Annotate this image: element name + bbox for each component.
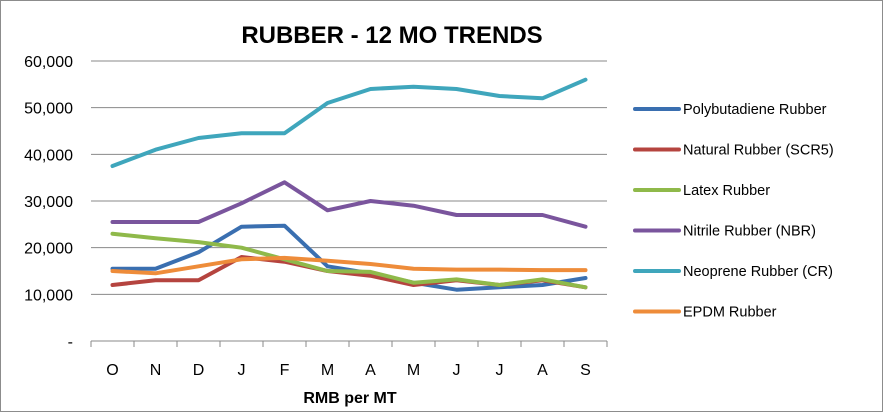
series-layer: [110, 77, 588, 292]
y-tick-label: 30,000: [24, 194, 73, 211]
series-line-latex-rubber: [110, 231, 588, 290]
series-line-epdm-rubber: [110, 255, 588, 276]
y-tick-label: 10,000: [24, 287, 73, 304]
x-tick-label: J: [238, 362, 246, 379]
y-tick-label: -: [68, 334, 73, 351]
x-tick-label: A: [365, 362, 376, 379]
x-axis-title: RMB per MT: [303, 390, 397, 407]
series-line-nitrile-rubber-nbr: [110, 180, 588, 229]
y-axis-ticks: - 10,000 20,000 30,000 40,000 50,000 60,000: [24, 54, 73, 351]
legend-label-neoprene-rubber-cr: Neoprene Rubber (CR): [683, 264, 833, 280]
legend-label-natural-rubber-scr5: Natural Rubber (SCR5): [683, 143, 834, 159]
x-tick-label: J: [496, 362, 504, 379]
x-tick-label: S: [580, 362, 591, 379]
legend-label-nitrile-rubber-nbr: Nitrile Rubber (NBR): [683, 224, 816, 240]
y-tick-label: 40,000: [24, 147, 73, 164]
x-tick-label: D: [193, 362, 205, 379]
x-tick-label: M: [321, 362, 334, 379]
x-tick-label: F: [280, 362, 290, 379]
x-tick-label: J: [453, 362, 461, 379]
legend-label-latex-rubber: Latex Rubber: [683, 183, 770, 199]
y-tick-label: 50,000: [24, 101, 73, 118]
legend-label-polybutadiene-rubber: Polybutadiene Rubber: [683, 102, 827, 118]
x-tick-label: N: [150, 362, 162, 379]
x-tick-label: M: [407, 362, 420, 379]
gridlines: [91, 60, 607, 295]
x-tick-label: A: [537, 362, 548, 379]
legend-label-epdm-rubber: EPDM Rubber: [683, 305, 777, 321]
chart-title: RUBBER - 12 MO TRENDS: [241, 22, 542, 49]
x-tick-label: O: [106, 362, 118, 379]
series-line-neoprene-rubber-cr: [110, 77, 588, 168]
y-tick-label: 60,000: [24, 54, 73, 71]
legend: Polybutadiene Rubber Natural Rubber (SCR5…: [633, 102, 834, 321]
y-tick-label: 20,000: [24, 241, 73, 258]
